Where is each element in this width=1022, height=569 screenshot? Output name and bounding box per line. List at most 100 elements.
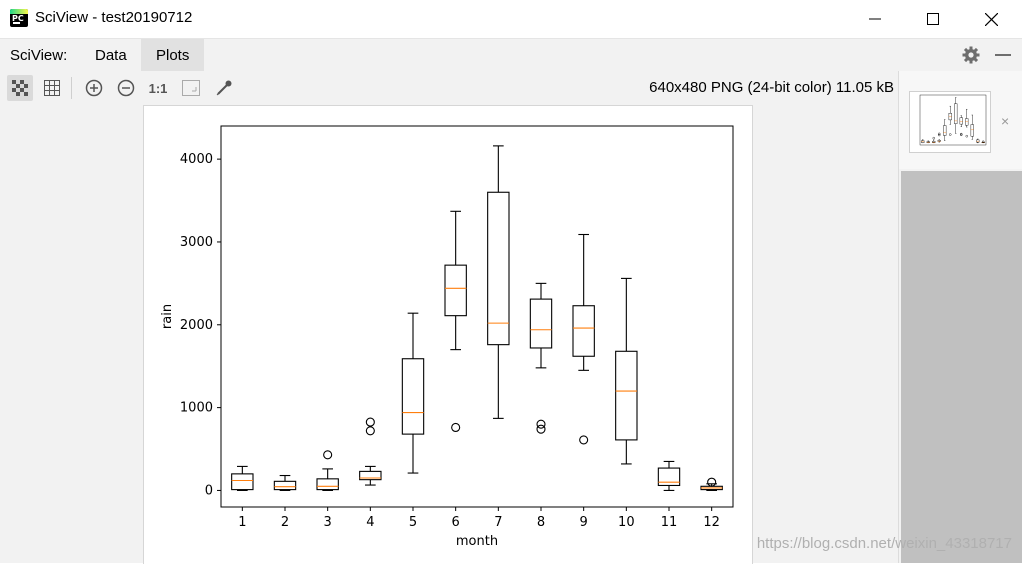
box-body (965, 118, 969, 126)
box-body (976, 139, 980, 143)
x-tick-label: 1 (238, 515, 246, 530)
box-body (932, 141, 936, 143)
box-outlier (536, 424, 546, 434)
tab-data-label: Data (95, 46, 127, 64)
image-toolbar: 1:1 (0, 71, 898, 105)
x-tick-label: 7 (494, 515, 502, 530)
box-body (316, 478, 339, 491)
x-tick-label: 5 (409, 515, 417, 530)
box-outlier (938, 132, 941, 136)
fit-to-window-button[interactable] (178, 75, 204, 101)
box-outlier (536, 419, 546, 429)
app-icon-text: PC (12, 14, 24, 23)
color-picker-button[interactable] (211, 75, 237, 101)
box-body (529, 298, 553, 349)
thumbnail-list: × (899, 71, 1022, 169)
box-body (615, 350, 638, 441)
image-info: 640x480 PNG (24-bit color) 11.05 kB (649, 79, 894, 96)
box-body (231, 473, 254, 491)
x-tick-label: 9 (580, 515, 588, 530)
zoom-out-button[interactable] (113, 75, 139, 101)
y-tick-label: 4000 (180, 152, 213, 167)
plot-axes-frame (919, 94, 987, 146)
checkerboard-button[interactable] (7, 75, 33, 101)
sciview-label: SciView: (10, 47, 68, 64)
watermark-text: https://blog.csdn.net/weixin_43318717 (756, 535, 1012, 552)
actual-size-icon: 1:1 (148, 80, 168, 96)
tab-data[interactable]: Data (80, 39, 142, 71)
box-body (487, 191, 510, 346)
box-body (954, 103, 958, 124)
thumbnail-close-icon[interactable]: × (1001, 113, 1010, 129)
minimize-icon (869, 18, 881, 20)
plot-thumbnail[interactable] (909, 91, 991, 153)
box-outlier (982, 140, 985, 143)
x-tick-label: 10 (618, 515, 635, 530)
box-body (401, 358, 425, 435)
box-body (444, 264, 467, 317)
x-tick-label: 4 (366, 515, 374, 530)
window-maximize-button[interactable] (904, 0, 962, 38)
actual-size-button[interactable]: 1:1 (145, 75, 171, 101)
fit-icon (182, 80, 200, 96)
plots-side-panel: × (898, 71, 1022, 563)
box-body (943, 125, 947, 136)
box-body (359, 470, 382, 481)
window-close-button[interactable] (962, 0, 1020, 38)
settings-button[interactable] (961, 45, 981, 65)
x-tick-label: 11 (661, 515, 678, 530)
box-outlier (365, 417, 375, 427)
zoom-in-icon (85, 79, 103, 97)
box-outlier (707, 477, 717, 487)
toolbar-separator (71, 77, 72, 99)
y-tick-label: 0 (205, 483, 213, 498)
maximize-icon (927, 13, 939, 25)
x-tick-label: 3 (324, 515, 332, 530)
checkerboard-icon (12, 80, 28, 96)
box-outlier (323, 450, 333, 460)
box-outlier (960, 132, 963, 136)
title-bar: PC SciView - test20190712 (0, 0, 1022, 39)
box-body (937, 140, 941, 142)
x-tick-label: 8 (537, 515, 545, 530)
y-tick-label: 3000 (180, 235, 213, 250)
y-axis-label: rain (160, 304, 175, 329)
minimize-panel-icon (995, 54, 1011, 56)
x-tick-label: 6 (452, 515, 460, 530)
x-axis-label: month (456, 534, 498, 549)
y-tick-label: 1000 (180, 401, 213, 416)
box-outlier (949, 133, 952, 136)
grid-button[interactable] (39, 75, 65, 101)
sciview-menubar: SciView: Data Plots (0, 39, 1022, 72)
pycharm-app-icon: PC (10, 9, 28, 27)
window-minimize-button[interactable] (846, 0, 904, 38)
window-title: SciView - test20190712 (35, 9, 193, 26)
zoom-in-button[interactable] (81, 75, 107, 101)
close-icon (984, 12, 998, 26)
box-body (959, 117, 963, 125)
side-panel-empty-area (901, 171, 1022, 563)
plot-axes-frame (220, 125, 734, 508)
box-body (273, 480, 297, 491)
gear-icon (962, 46, 980, 64)
tab-plots[interactable]: Plots (141, 39, 205, 71)
box-body (572, 305, 595, 357)
box-outlier (579, 435, 589, 445)
y-tick-label: 2000 (180, 318, 213, 333)
zoom-out-icon (117, 79, 135, 97)
hide-panel-button[interactable] (993, 45, 1013, 65)
box-outlier (451, 422, 461, 433)
box-body (970, 124, 974, 137)
grid-icon (44, 80, 60, 96)
x-tick-label: 2 (281, 515, 289, 530)
box-outlier (938, 133, 941, 137)
thumbnail-chart (919, 94, 987, 146)
box-outlier (365, 426, 375, 436)
box-outlier (965, 134, 968, 138)
color-picker-icon (216, 80, 232, 96)
box-body (657, 467, 681, 487)
box-body (948, 113, 952, 121)
plot-image-frame: 0 1000 2000 3000 4000 1 2 3 4 5 6 7 8 9 10 11 12 month rai… (143, 105, 753, 564)
box-outlier (932, 136, 935, 140)
